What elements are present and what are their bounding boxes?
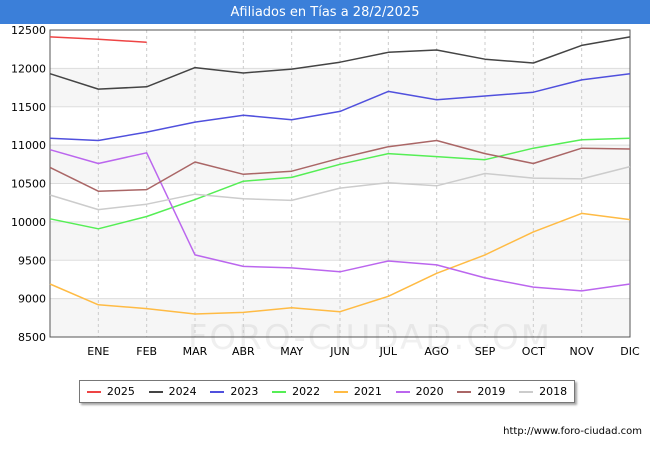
chart-title: Afiliados en Tías a 28/2/2025: [230, 4, 420, 20]
legend-swatch: [86, 390, 101, 393]
series-line-2020: [49, 148, 631, 292]
x-tick-label: SEP: [475, 345, 496, 358]
legend-swatch: [457, 390, 472, 393]
series-line-2024: [49, 36, 631, 90]
y-tick-label: 11000: [11, 139, 46, 152]
legend-item-2025: 2025: [86, 385, 135, 398]
source-url: http://www.foro-ciudad.com: [503, 426, 642, 437]
watermark: FORO-CIUDAD.COM: [188, 318, 552, 358]
legend-swatch: [395, 390, 410, 393]
legend-swatch: [210, 390, 225, 393]
series-line-2019: [49, 139, 631, 192]
legend-item-2022: 2022: [272, 385, 320, 398]
y-tick-label: 9000: [18, 293, 46, 306]
y-tick-label: 9500: [18, 254, 46, 267]
legend-label: 2022: [292, 385, 321, 398]
y-tick-label: 8500: [18, 331, 46, 344]
x-tick-label: MAR: [183, 345, 208, 358]
line-chart: FORO-CIUDAD.COM 8500 9000 9500 10000 10500 110…: [11, 24, 640, 358]
series-line-2018: [49, 165, 631, 211]
x-tick-label: JUL: [379, 345, 398, 358]
legend-swatch: [519, 390, 534, 393]
legend-item-2020: 2020: [395, 385, 444, 398]
x-tick-label: MAY: [280, 345, 303, 358]
legend-item-2018: 2018: [519, 385, 567, 398]
chart-title-bar: Afiliados en Tías a 28/2/2025: [0, 0, 650, 24]
series-line-2022: [49, 137, 631, 230]
legend-label: 2021: [353, 385, 382, 398]
y-tick-label: 12000: [11, 62, 46, 75]
plot-frame: [49, 29, 631, 338]
x-tick-label: ENE: [87, 345, 109, 358]
legend-label: 2020: [415, 385, 444, 398]
legend-item-2019: 2019: [457, 385, 505, 398]
x-tick-label: OCT: [522, 345, 545, 358]
y-tick-label: 10500: [11, 178, 46, 191]
legend-swatch: [333, 390, 348, 393]
legend-label: 2024: [168, 385, 197, 398]
y-tick-label: 10000: [11, 216, 46, 229]
legend-label: 2018: [539, 385, 568, 398]
x-tick-label: JUN: [329, 345, 350, 358]
x-tick-label: FEB: [136, 345, 157, 358]
legend-item-2021: 2021: [333, 385, 382, 398]
legend-item-2023: 2023: [210, 385, 258, 398]
legend-item-2024: 2024: [148, 385, 197, 398]
legend-label: 2025: [106, 385, 135, 398]
x-tick-label: ABR: [232, 345, 255, 358]
series-line-2023: [49, 72, 631, 142]
legend-label: 2023: [230, 385, 259, 398]
y-tick-label: 11500: [11, 101, 46, 114]
y-tick-label: 12500: [11, 24, 46, 37]
legend-swatch: [272, 390, 287, 393]
legend-label: 2019: [477, 385, 506, 398]
x-tick-label: NOV: [570, 345, 595, 358]
series-line-2025: [49, 36, 147, 44]
x-tick-label: AGO: [424, 345, 449, 358]
chart-legend: 2025 2024 2023 2022 2021 2020 2019 2018: [79, 380, 575, 403]
x-tick-label: DIC: [620, 345, 640, 358]
series-line-2021: [49, 212, 631, 315]
legend-swatch: [148, 390, 163, 393]
